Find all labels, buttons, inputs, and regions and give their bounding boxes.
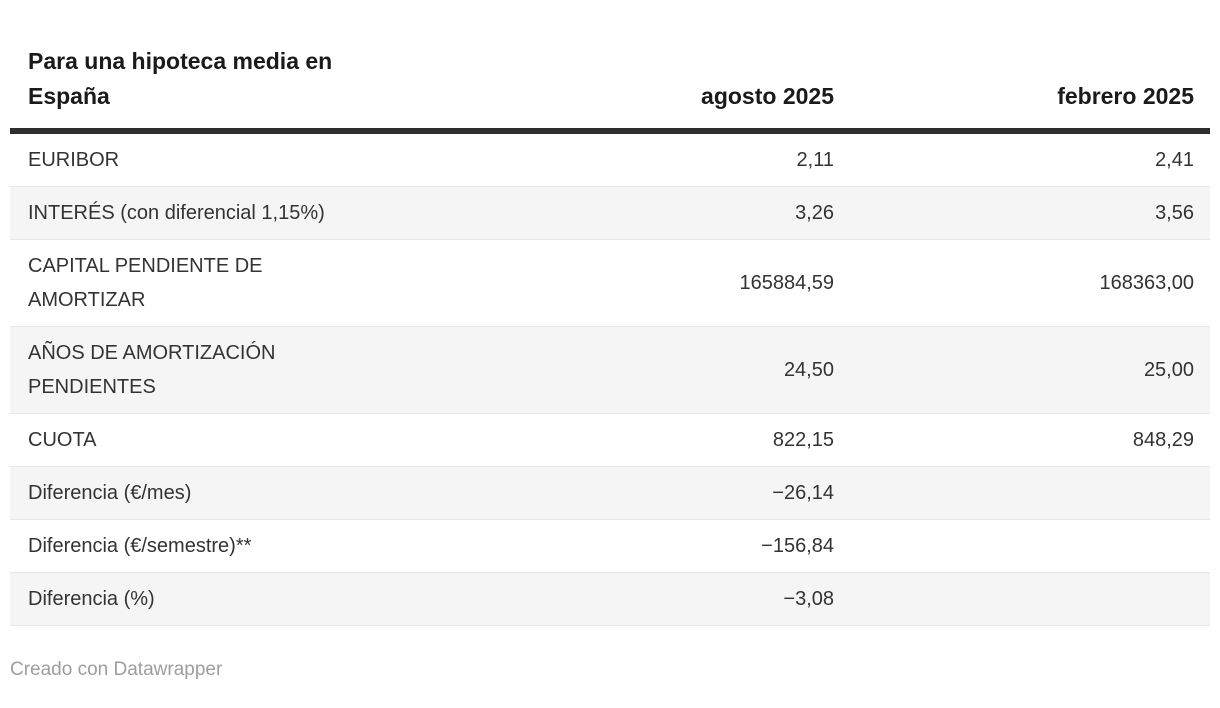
cell-febrero <box>834 520 1210 573</box>
table-row: Diferencia (€/semestre)** −156,84 <box>10 519 1210 573</box>
table-header: Para una hipoteca media en España agosto… <box>10 0 1210 134</box>
mortgage-comparison-table: Para una hipoteca media en España agosto… <box>10 0 1210 626</box>
cell-agosto: 3,26 <box>795 202 834 224</box>
cell-agosto: 24,50 <box>783 359 834 381</box>
table-body: EURIBOR 2,11 2,41 INTERÉS (con diferenci… <box>10 131 1210 626</box>
table-row: CUOTA 822,15 848,29 <box>10 413 1210 467</box>
table-row: INTERÉS (con diferencial 1,15%) 3,26 3,5… <box>10 186 1210 240</box>
header-row: Para una hipoteca media en España agosto… <box>10 0 1210 134</box>
row-label: Diferencia (%) <box>28 588 155 610</box>
table-row: EURIBOR 2,11 2,41 <box>10 131 1210 187</box>
column-header-febrero-2025: febrero 2025 <box>834 0 1210 134</box>
cell-febrero: 848,29 <box>1132 429 1194 451</box>
row-label: EURIBOR <box>28 149 120 171</box>
cell-agosto: −3,08 <box>783 588 834 610</box>
row-label: CUOTA <box>28 429 97 451</box>
table-container: Para una hipoteca media en España agosto… <box>10 0 1210 682</box>
cell-agosto: −156,84 <box>761 535 834 557</box>
cell-agosto: 165884,59 <box>739 272 834 294</box>
table-row: Diferencia (%) −3,08 <box>10 572 1210 626</box>
cell-febrero: 2,41 <box>1155 149 1194 171</box>
cell-febrero <box>834 573 1210 626</box>
column-header-agosto-2025: agosto 2025 <box>362 0 834 134</box>
row-label: INTERÉS (con diferencial 1,15%) <box>28 202 325 224</box>
cell-febrero: 3,56 <box>1155 202 1194 224</box>
table-row: Diferencia (€/mes) −26,14 <box>10 466 1210 520</box>
row-label: Diferencia (€/mes) <box>28 482 192 504</box>
attribution-footer: Creado con Datawrapper <box>10 658 1210 682</box>
cell-agosto: 822,15 <box>772 429 834 451</box>
cell-agosto: −26,14 <box>772 482 834 504</box>
row-label: CAPITAL PENDIENTE DE AMORTIZAR <box>28 255 263 311</box>
row-label: AÑOS DE AMORTIZACIÓN PENDIENTES <box>28 342 276 398</box>
cell-agosto: 2,11 <box>796 149 834 171</box>
datawrapper-attribution-link[interactable]: Creado con Datawrapper <box>10 659 223 680</box>
cell-febrero: 25,00 <box>1143 359 1194 381</box>
table-title: Para una hipoteca media en España <box>10 0 362 134</box>
cell-febrero: 168363,00 <box>1099 272 1194 294</box>
table-row: CAPITAL PENDIENTE DE AMORTIZAR 165884,59… <box>10 239 1210 327</box>
row-label: Diferencia (€/semestre)** <box>28 535 252 557</box>
cell-febrero <box>834 467 1210 520</box>
table-row: AÑOS DE AMORTIZACIÓN PENDIENTES 24,50 25… <box>10 326 1210 414</box>
